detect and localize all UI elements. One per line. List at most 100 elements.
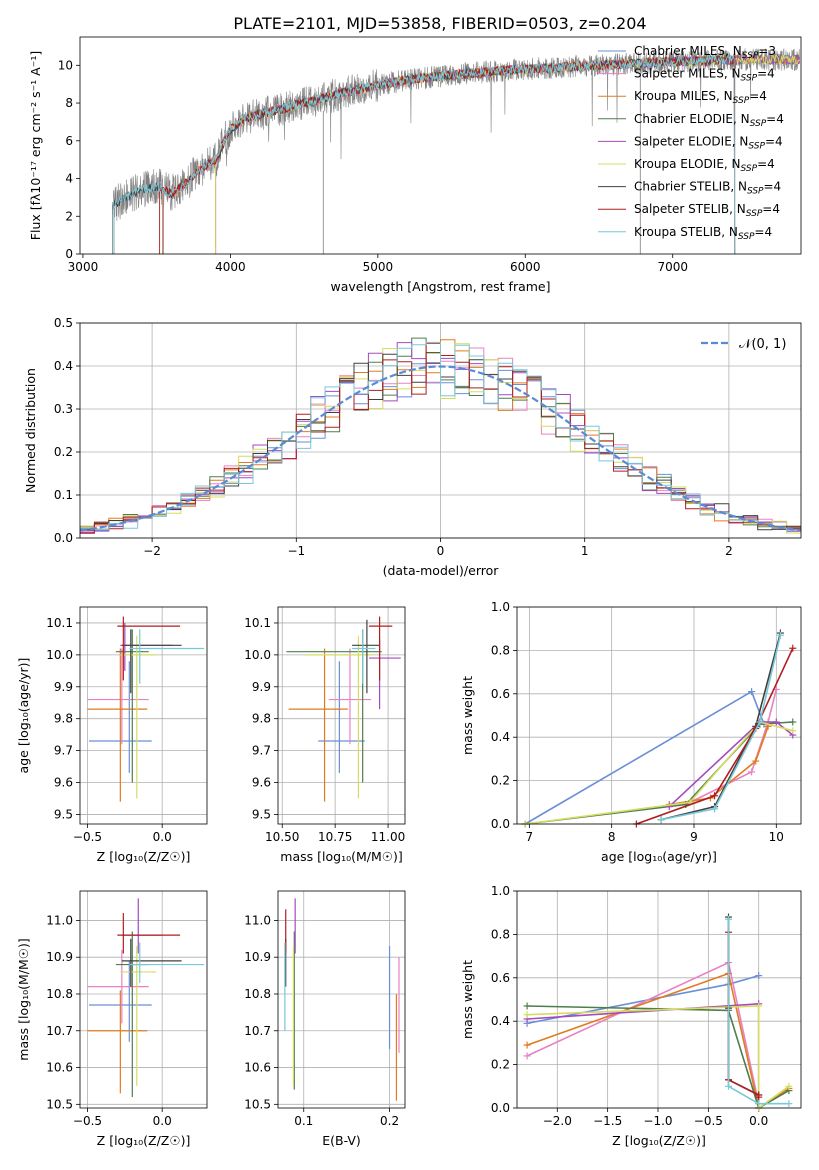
residuals-ytick-label: 0.0 (54, 531, 73, 545)
mass_vs_Z-xlabel: Z [log₁₀(Z/Z☉)] (97, 1133, 191, 1148)
spectrum-xtick-label: 4000 (215, 260, 246, 274)
mass_vs_ebv-panel: 0.1 0.2 10.5 10.6 10.7 10.8 10.9 11.0 E(B-V) (244, 890, 406, 1148)
residuals-plot (80, 337, 801, 534)
weight_vs_age-ytick-label: 0.4 (491, 730, 510, 744)
normal-curve-line (80, 365, 801, 532)
age_vs_mass-plot (286, 616, 401, 802)
mass_vs_ebv-ytick-label: 10.7 (244, 1024, 271, 1038)
spectrum-xlabel: wavelength [Angstrom, rest frame] (330, 279, 550, 294)
age_vs_mass-frame (277, 606, 406, 825)
weight_vs_Z-xtick-label: −0.5 (694, 1114, 723, 1128)
legend-label: Kroupa MILES, NSSP=4 (634, 89, 767, 106)
spectrum-xtick-label: 5000 (363, 260, 394, 274)
age_vs_mass-ytick-label: 9.8 (252, 712, 271, 726)
age_vs_mass-panel: 10.50 10.75 11.00 9.5 9.6 9.7 9.8 9.9 10.0 10.1 ma… (244, 606, 406, 864)
series-line (526, 972, 790, 1110)
age_vs_mass-ytick-label: 9.5 (252, 807, 271, 821)
mass_vs_Z-xtick-label: 0.0 (153, 1114, 172, 1128)
legend-label: Chabrier STELIB, NSSP=4 (634, 180, 781, 197)
age_vs_Z-ytick-label: 9.5 (54, 807, 73, 821)
weight_vs_age-ytick-label: 0.8 (491, 643, 510, 657)
mass_vs_Z-xtick-label: −0.5 (73, 1114, 102, 1128)
weight_vs_Z-xtick-label: −2.0 (543, 1114, 572, 1128)
age_vs_Z-xlabel: Z [log₁₀(Z/Z☉)] (97, 849, 191, 864)
mass_vs_ebv-ytick-label: 10.5 (244, 1097, 271, 1111)
age_vs_Z-ytick-label: 10.0 (46, 648, 73, 662)
spectrum-ylabel: Flux [fλ10⁻¹⁷ erg cm⁻² s⁻¹ A⁻¹] (28, 51, 43, 240)
spectrum-ytick-label: 4 (65, 172, 73, 186)
weight_vs_Z-ylabel: mass weight (460, 960, 475, 1039)
age_vs_Z-ytick-label: 10.1 (46, 616, 73, 630)
age_vs_Z-panel: −0.5 0.0 9.5 9.6 9.7 9.8 9.9 10.0 10.1 Z [log₁₀(Z… (16, 606, 208, 864)
legend-label: Chabrier ELODIE, NSSP=4 (634, 112, 784, 129)
age_vs_Z-ytick-label: 9.9 (54, 680, 73, 694)
spectrum-legend: Chabrier MILES, NSSP=3 Salpeter MILES, NS… (598, 44, 784, 242)
spectrum-ytick-label: 0 (65, 247, 73, 261)
weight_vs_Z-panel: −2.0 −1.5 −1.0 −0.5 0.0 0.0 0.2 0.4 0.6 0.8 1.0 Z [… (460, 884, 802, 1148)
mass_vs_ebv-ytick-label: 10.9 (244, 950, 271, 964)
age_vs_mass-ytick-label: 9.6 (252, 776, 271, 790)
weight_vs_Z-ytick-label: 0.6 (491, 971, 510, 985)
mass_vs_Z-ytick-label: 10.6 (46, 1061, 73, 1075)
series-line (527, 1005, 790, 1110)
weight_vs_age-xtick-label: 7 (526, 830, 534, 844)
spectrum-ytick-label: 2 (65, 209, 73, 223)
series-line (525, 721, 794, 825)
mass_vs_Z-panel: −0.5 0.0 10.5 10.6 10.7 10.8 10.9 11.0 Z [log₁₀(… (16, 890, 208, 1148)
weight_vs_age-xtick-label: 8 (608, 830, 616, 844)
weight_vs_age-ytick-label: 1.0 (491, 600, 510, 614)
residuals-xtick-label: 2 (725, 544, 733, 558)
weight_vs_age-ytick-label: 0.0 (491, 817, 510, 831)
residuals-ylabel: Normed distribution (23, 368, 38, 493)
mass_vs_ebv-xtick-label: 0.2 (380, 1114, 399, 1128)
weight_vs_Z-frame (516, 890, 802, 1109)
weight_vs_Z-xtick-label: −1.5 (593, 1114, 622, 1128)
weight_vs_Z-ytick-label: 1.0 (491, 884, 510, 898)
residuals-ytick-label: 0.3 (54, 402, 73, 416)
mass_vs_Z-ytick-label: 11.0 (46, 913, 73, 927)
mass_vs_Z-plot (87, 898, 205, 1097)
age_vs_Z-plot (87, 616, 205, 802)
residuals-xtick-label: −2 (143, 544, 161, 558)
residuals-ytick-label: 0.2 (54, 445, 73, 459)
spectrum-ytick-label: 6 (65, 134, 73, 148)
age_vs_Z-ytick-label: 9.8 (54, 712, 73, 726)
series-line (527, 1005, 790, 1110)
mass_vs_ebv-ytick-label: 10.6 (244, 1061, 271, 1075)
legend-label: 𝒩(0, 1) (739, 337, 786, 352)
residuals-ytick-label: 0.1 (54, 488, 73, 502)
spectrum-frame (79, 36, 802, 255)
weight_vs_Z-ytick-label: 0.8 (491, 927, 510, 941)
mass_vs_Z-frame (79, 890, 208, 1109)
legend-label: Kroupa ELODIE, NSSP=4 (634, 157, 775, 174)
mass_vs_ebv-xtick-label: 0.1 (294, 1114, 313, 1128)
age_vs_Z-ytick-label: 9.7 (54, 744, 73, 758)
mass_vs_Z-ytick-label: 10.5 (46, 1097, 73, 1111)
spectrum-xtick-label: 3000 (68, 260, 99, 274)
figure-title: PLATE=2101, MJD=53858, FIBERID=0503, z=0… (233, 14, 646, 33)
weight_vs_age-frame (516, 606, 802, 825)
age_vs_mass-ytick-label: 10.1 (244, 616, 271, 630)
mass_vs_Z-ylabel: mass [log₁₀(M/M☉)] (16, 938, 31, 1060)
mass_vs_ebv-frame (277, 890, 406, 1109)
age_vs_Z-ylabel: age [log₁₀(age/yr)] (16, 658, 31, 774)
weight_vs_Z-xtick-label: 0.0 (749, 1114, 768, 1128)
weight_vs_age-xtick-label: 9 (690, 830, 698, 844)
weight_vs_age-ytick-label: 0.2 (491, 774, 510, 788)
mass_vs_Z-ytick-label: 10.8 (46, 987, 73, 1001)
spectrum-model-line (113, 54, 736, 254)
series-line (636, 647, 794, 825)
weight_vs_Z-ytick-label: 0.4 (491, 1014, 510, 1028)
weight_vs_Z-xlabel: Z [log₁₀(Z/Z☉)] (612, 1133, 706, 1148)
histogram-step (80, 341, 801, 531)
weight_vs_age-ytick-label: 0.6 (491, 687, 510, 701)
weight_vs_age-xtick-label: 10 (769, 830, 784, 844)
age_vs_Z-xtick-label: −0.5 (73, 830, 102, 844)
series-line (668, 721, 794, 808)
age_vs_Z-frame (79, 606, 208, 825)
legend-label: Salpeter STELIB, NSSP=4 (634, 202, 780, 219)
weight_vs_age-xlabel: age [log₁₀(age/yr)] (601, 849, 717, 864)
weight_vs_Z-plot (523, 913, 793, 1112)
series-line (727, 919, 789, 1105)
